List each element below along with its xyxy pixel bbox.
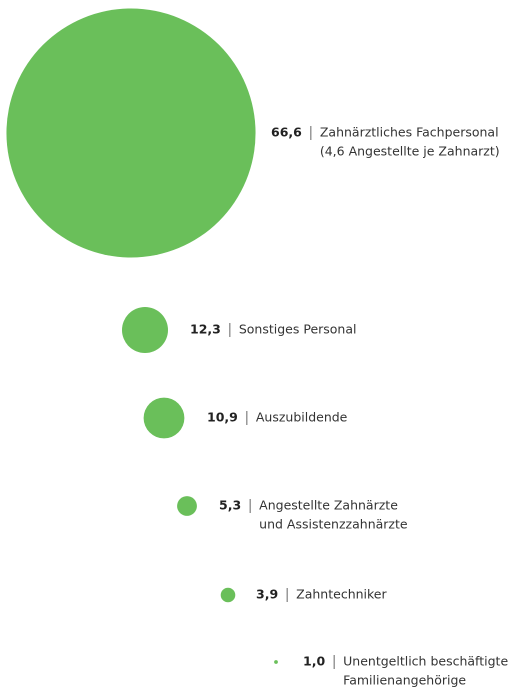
bubble [143,397,185,439]
bubble [274,660,278,664]
value-label: 10,9 [207,410,238,425]
value-label: 1,0 [303,654,325,669]
category-label: Zahntechniker [296,587,387,602]
bubble [177,496,197,516]
value-label: 5,3 [219,498,241,513]
bubble [220,587,236,603]
value-label: 12,3 [190,322,221,337]
bubble [121,306,169,354]
bubble [6,8,256,258]
category-label: Sonstiges Personal [239,322,357,337]
category-label: Familienangehörige [343,673,466,688]
value-label: 3,9 [256,587,278,602]
category-label: Auszubildende [256,410,348,425]
category-label: (4,6 Angestellte je Zahnarzt) [320,144,500,159]
category-label: Zahnärztliches Fachpersonal [320,125,499,140]
category-label: und Assistenzzahnärzte [259,517,408,532]
category-label: Unentgeltlich beschäftigte [343,654,508,669]
category-label: Angestellte Zahnärzte [259,498,398,513]
value-label: 66,6 [271,125,302,140]
